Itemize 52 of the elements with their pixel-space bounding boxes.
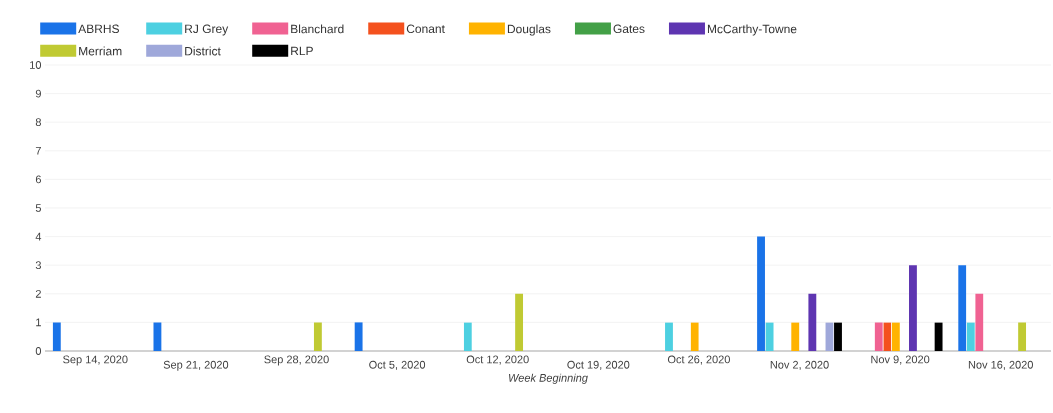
x-tick-label: Sep 28, 2020 xyxy=(264,355,329,366)
bar xyxy=(791,322,800,351)
bar xyxy=(909,265,917,351)
bar xyxy=(665,322,673,351)
y-tick-label: 5 xyxy=(35,204,41,212)
legend-label: ABRHS xyxy=(78,24,119,34)
y-tick-label: 10 xyxy=(30,61,42,69)
x-tick-label: Sep 21, 2020 xyxy=(163,360,229,371)
x-tick-label: Oct 12, 2020 xyxy=(466,355,529,365)
x-tick-label: Nov 9, 2020 xyxy=(871,355,930,365)
legend-label: RLP xyxy=(291,46,313,56)
bar xyxy=(354,322,363,351)
bar xyxy=(463,322,472,351)
y-tick-label: 0 xyxy=(35,347,42,355)
bar xyxy=(153,322,162,351)
legend-label: Gates xyxy=(613,24,645,34)
x-tick-label: Oct 5, 2020 xyxy=(369,360,426,370)
y-tick-label: 1 xyxy=(36,318,41,327)
bar xyxy=(757,236,765,351)
x-tick-label: Oct 26, 2020 xyxy=(667,355,730,365)
legend-label: McCarthy-Towne xyxy=(707,24,797,36)
bar xyxy=(891,322,900,351)
bar xyxy=(874,322,883,351)
legend-label: District xyxy=(185,46,221,56)
x-tick-label: Oct 19, 2020 xyxy=(567,360,630,370)
x-tick-label: Sep 14, 2020 xyxy=(63,355,128,366)
y-tick-label: 8 xyxy=(35,118,41,127)
bar xyxy=(975,293,984,351)
legend-label: RJ Grey xyxy=(185,24,229,36)
legend-label: Conant xyxy=(406,24,445,34)
bar xyxy=(934,322,943,351)
bar xyxy=(1018,322,1027,351)
bar xyxy=(515,293,524,351)
legend-label: Blanchard xyxy=(291,24,344,34)
y-tick-label: 3 xyxy=(35,261,41,270)
bar xyxy=(958,265,967,351)
y-tick-label: 4 xyxy=(35,232,42,241)
x-axis-title: Week Beginning xyxy=(509,373,588,384)
y-tick-label: 6 xyxy=(35,175,41,184)
y-tick-label: 2 xyxy=(35,289,41,298)
legend-label: Douglas xyxy=(507,24,551,36)
legend-label: Merriam xyxy=(79,46,122,56)
y-tick-label: 9 xyxy=(35,89,41,98)
bar xyxy=(313,322,322,351)
bar xyxy=(690,322,699,351)
bar xyxy=(52,322,61,351)
x-tick-label: Nov 16, 2020 xyxy=(968,360,1033,370)
bar xyxy=(966,322,975,351)
bar xyxy=(765,322,774,351)
y-tick-label: 7 xyxy=(35,147,41,155)
x-tick-label: Nov 2, 2020 xyxy=(770,360,829,370)
bar xyxy=(834,322,842,351)
